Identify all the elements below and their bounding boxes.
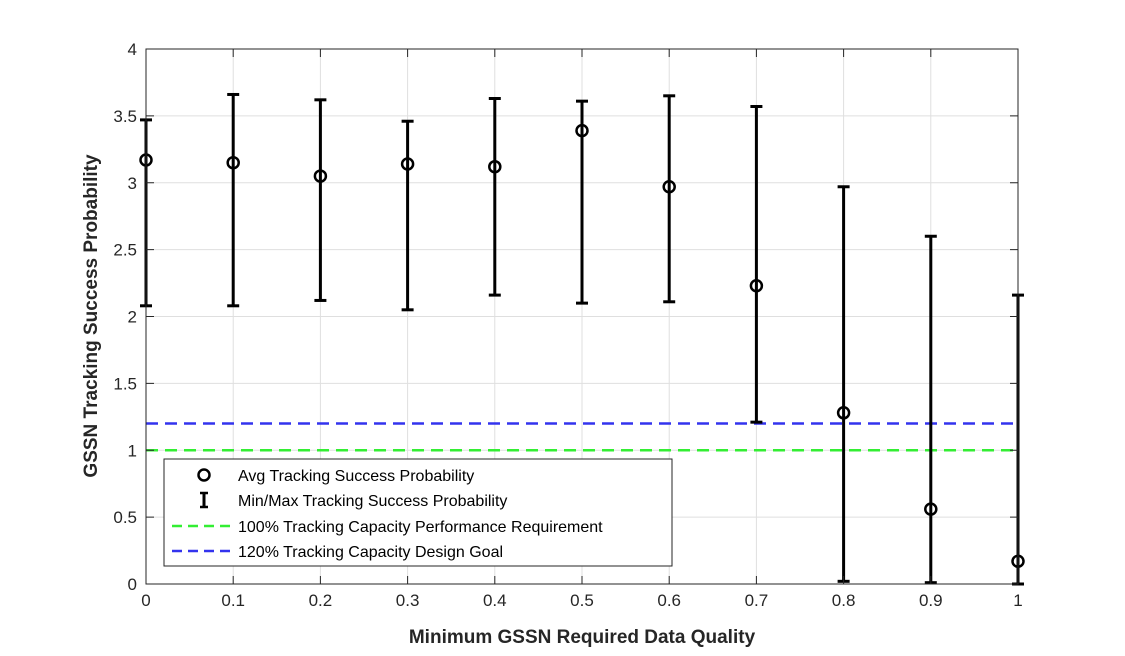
y-tick-label: 4 [128, 40, 137, 59]
errorbar [401, 119, 414, 312]
legend-circle-marker [197, 468, 211, 482]
errorbar [750, 105, 763, 424]
legend-label: 120% Tracking Capacity Design Goal [238, 544, 503, 561]
axes: 0 0.1 0.2 0.3 0.4 0.5 0.6 0.7 0.8 0.9 1 0 0.5 1 1.5 2 2.… [113, 40, 1022, 610]
x-tick-label: 0.3 [396, 591, 420, 610]
x-tick-label: 0 [141, 591, 150, 610]
y-tick-label: 3.5 [113, 107, 137, 126]
avg-point [836, 406, 851, 420]
x-tick-label: 1 [1013, 591, 1022, 610]
avg-point [575, 123, 589, 138]
avg-point [749, 278, 764, 293]
x-tick-label: 0.7 [745, 591, 769, 610]
x-tick-label: 0.9 [919, 591, 943, 610]
legend-label: 100% Tracking Capacity Performance Requi… [238, 519, 603, 536]
y-tick-label: 0 [128, 575, 137, 594]
avg-point [488, 159, 502, 174]
y-tick-label: 3 [128, 174, 137, 193]
avg-point [400, 157, 415, 171]
avg-point [662, 180, 676, 194]
y-axis-label: GSSN Tracking Success Probability [81, 154, 102, 478]
y-tick-label: 1 [128, 441, 137, 460]
axes-box [145, 48, 1019, 585]
x-axis-label: Minimum GSSN Required Data Quality [409, 627, 756, 648]
avg-point [924, 502, 938, 516]
legend-label: Avg Tracking Success Probability [238, 468, 474, 485]
x-tick-label: 0.8 [832, 591, 856, 610]
x-tick-label: 0.2 [309, 591, 333, 610]
legend-label: Min/Max Tracking Success Probability [238, 493, 507, 510]
errorbar [314, 98, 327, 302]
legend: Avg Tracking Success Probability Min/Max … [163, 458, 673, 567]
y-tick-label: 0.5 [113, 508, 137, 527]
errorbar [663, 94, 676, 304]
errorbar [488, 96, 501, 297]
x-tick-label: 0.6 [657, 591, 681, 610]
x-tick-label: 0.5 [570, 591, 594, 610]
y-tick-label: 2 [128, 308, 137, 327]
avg-point [313, 169, 328, 183]
x-tick-label: 0.4 [483, 591, 507, 610]
errorbar [227, 92, 240, 308]
errorbar [576, 99, 588, 305]
avg-point [226, 155, 240, 170]
y-tick-label: 2.5 [113, 241, 137, 260]
y-tick-label: 1.5 [113, 374, 137, 393]
x-tick-label: 0.1 [221, 591, 245, 610]
legend-box [163, 458, 673, 567]
